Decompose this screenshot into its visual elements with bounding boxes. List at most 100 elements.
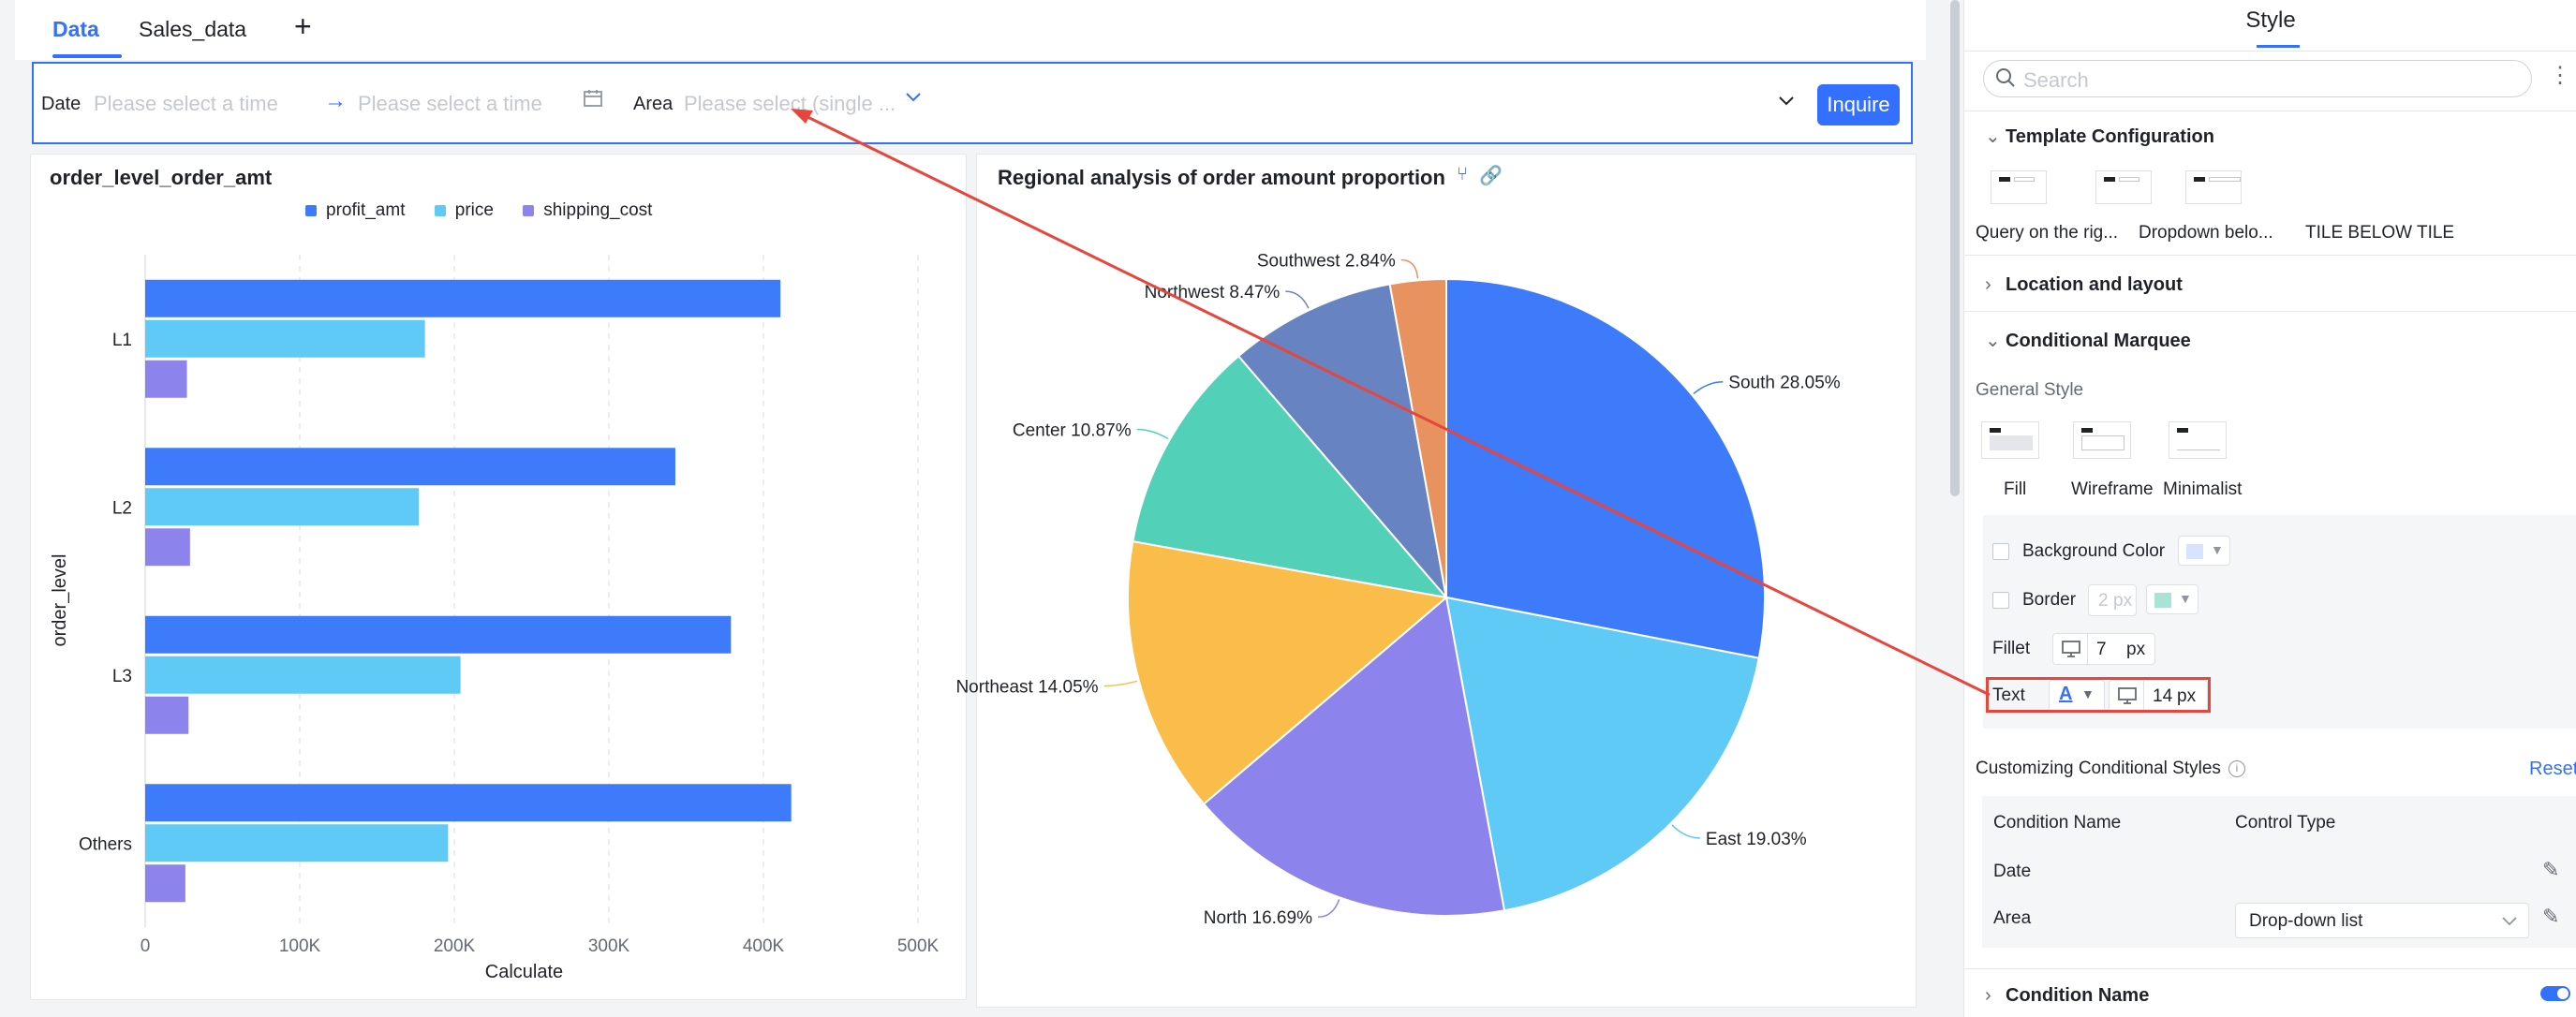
chevron-right-icon: ›	[1985, 274, 1991, 295]
style-option-label[interactable]: Wireframe	[2071, 479, 2154, 499]
general-style-label: General Style	[1976, 380, 2084, 400]
background-color-checkbox[interactable]	[1992, 543, 2009, 560]
chevron-down-icon: ⌄	[1985, 126, 2001, 147]
x-axis-title: Calculate	[485, 962, 563, 982]
y-tick-label: Others	[79, 834, 132, 854]
pie-label-leader	[1103, 680, 1138, 687]
table-row-name: Date	[1993, 862, 2032, 881]
y-axis-title: order_level	[50, 554, 70, 647]
bar-chart-title: order_level_order_amt	[50, 166, 273, 189]
chevron-right-icon: ›	[1985, 985, 1991, 1006]
date-start-input[interactable]: Please select a time	[94, 92, 278, 115]
dashboard-canvas: Data Sales_data + Date Please select a t…	[15, 0, 1926, 1008]
edit-icon[interactable]: ✎	[2542, 858, 2560, 881]
monitor-icon	[2061, 639, 2081, 665]
template-thumb-tile-below[interactable]	[2185, 170, 2242, 204]
x-tick-label: 300K	[588, 936, 630, 956]
calendar-icon[interactable]	[583, 88, 603, 115]
style-thumb-fill[interactable]	[1981, 421, 2039, 459]
pie-label-leader	[1671, 824, 1700, 839]
caret-down-icon: ▼	[2081, 686, 2095, 701]
bar-chart-legend: profit_amt price shipping_cost	[305, 200, 676, 221]
border-color-picker[interactable]: ▼	[2146, 584, 2198, 614]
pie-chart: South 28.05% East 19.03% North 16.69% North…	[955, 251, 1840, 928]
bar-profit_amt-L1	[145, 279, 781, 317]
fillet-label: Fillet	[1992, 639, 2031, 658]
style-thumb-wireframe[interactable]	[2073, 421, 2131, 459]
bar-profit_amt-L2	[145, 448, 675, 486]
pie-label-leader	[1317, 899, 1340, 918]
more-icon[interactable]: ⋮	[2549, 63, 2571, 88]
section-template-configuration[interactable]: ⌄ Template Configuration	[1985, 126, 2214, 147]
area-label: Area	[633, 94, 674, 114]
tab-data[interactable]: Data	[52, 17, 99, 41]
pie-slice-label: North 16.69%	[1204, 908, 1312, 928]
date-end-input[interactable]: Please select a time	[358, 92, 542, 115]
bar-price-Others	[145, 824, 449, 862]
border-width-input[interactable]: 2 px	[2088, 584, 2137, 616]
template-thumb-query-right[interactable]	[1991, 170, 2047, 204]
section-location-layout[interactable]: › Location and layout	[1985, 274, 2183, 295]
style-thumb-minimalist[interactable]	[2169, 421, 2227, 459]
condition-name-toggle[interactable]	[2540, 986, 2570, 1001]
pie-slice-label: Northwest 8.47%	[1145, 283, 1281, 302]
active-tab-indicator	[52, 54, 122, 58]
pie-slice-label: Southwest 2.84%	[1257, 251, 1396, 271]
tab-bar: Data Sales_data +	[15, 0, 1926, 60]
date-label: Date	[41, 94, 81, 114]
x-tick-label: 100K	[279, 936, 321, 956]
style-option-label[interactable]: Fill	[2004, 479, 2027, 499]
x-tick-label: 400K	[743, 936, 785, 956]
chevron-down-icon: ⌄	[1985, 331, 2001, 351]
background-color-picker[interactable]: ▼	[2178, 536, 2230, 566]
template-option-label[interactable]: Query on the rig...	[1976, 223, 2119, 243]
control-type-select[interactable]: Drop-down list	[2235, 903, 2529, 938]
border-checkbox[interactable]	[1992, 592, 2009, 609]
chevron-down-icon[interactable]	[903, 86, 924, 113]
panel-title[interactable]: Style	[2245, 7, 2296, 33]
bar-price-L2	[145, 488, 420, 526]
reset-link[interactable]: Reset	[2529, 759, 2576, 779]
y-tick-label: L2	[112, 498, 132, 518]
pie-slice-label: South 28.05%	[1728, 374, 1840, 393]
plus-icon[interactable]: +	[294, 9, 312, 43]
canvas-scrollbar[interactable]	[1950, 0, 1960, 496]
pie-label-leader	[1693, 380, 1724, 394]
pie-label-leader	[1400, 258, 1419, 279]
section-conditional-marquee[interactable]: ⌄ Conditional Marquee	[1985, 331, 2191, 351]
bar-profit_amt-L3	[145, 615, 732, 654]
bar-chart: 0 100K 200K 300K 400K 500K L1 L2 L3 Others Calcula…	[50, 255, 940, 982]
bar-shipping_cost-L3	[145, 696, 189, 734]
legend-item-profit-amt[interactable]: profit_amt	[305, 200, 405, 221]
bar-profit_amt-Others	[145, 784, 792, 822]
y-tick-label: L1	[112, 331, 132, 350]
background-color-label: Background Color	[2022, 541, 2166, 561]
highlight-box	[1986, 677, 2211, 713]
search-input[interactable]: Search	[1983, 60, 2532, 97]
bar-shipping_cost-L1	[145, 360, 187, 398]
template-option-label[interactable]: Dropdown belo...	[2139, 223, 2273, 243]
text-style-label: Text	[1992, 685, 2025, 705]
y-tick-label: L3	[112, 667, 132, 686]
x-tick-label: 200K	[434, 936, 476, 956]
collapse-chevron-icon[interactable]	[1776, 90, 1797, 117]
table-header-control-type: Control Type	[2235, 813, 2336, 833]
style-option-label[interactable]: Minimalist	[2163, 479, 2243, 499]
fillet-input[interactable]: 7 px	[2052, 633, 2155, 666]
tab-sales-data[interactable]: Sales_data	[139, 17, 247, 41]
legend-item-shipping-cost[interactable]: shipping_cost	[523, 200, 652, 221]
template-thumb-dropdown-below[interactable]	[2095, 170, 2152, 204]
bar-shipping_cost-Others	[145, 864, 185, 903]
pie-slice-label: East 19.03%	[1706, 830, 1807, 849]
template-option-label[interactable]: TILE BELOW TILE	[2305, 223, 2455, 243]
border-label: Border	[2022, 590, 2077, 610]
legend-item-price[interactable]: price	[434, 200, 494, 221]
pie-slice-label: Northeast 14.05%	[955, 678, 1098, 698]
section-condition-name[interactable]: › Condition Name	[1985, 985, 2150, 1006]
edit-icon[interactable]: ✎	[2542, 905, 2560, 928]
bar-price-L3	[145, 656, 461, 694]
monitor-icon	[2117, 685, 2138, 712]
search-icon	[1995, 66, 2016, 95]
bar-shipping_cost-L2	[145, 528, 190, 567]
pie-slice-south	[1445, 277, 1766, 659]
